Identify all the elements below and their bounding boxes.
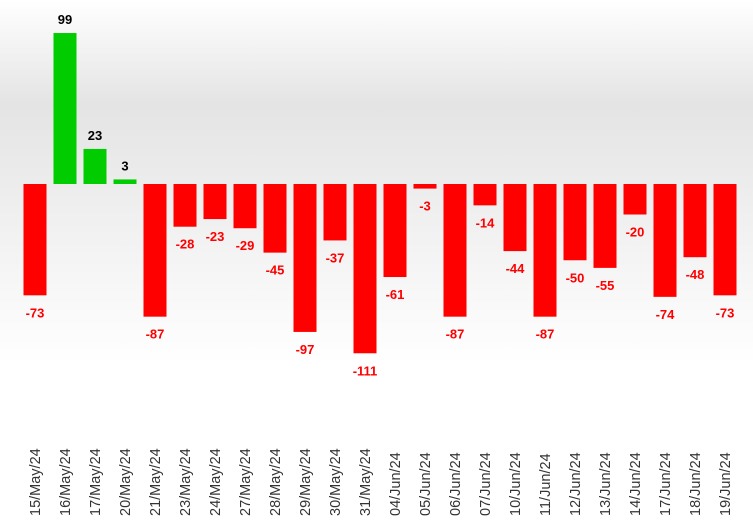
- data-label: -111: [353, 363, 378, 378]
- x-tick-label: 12/Jun/24: [568, 452, 584, 516]
- x-tick-label: 29/May/24: [298, 448, 314, 516]
- data-label: -87: [146, 327, 165, 342]
- bar: [173, 184, 197, 227]
- bar: [323, 184, 347, 241]
- x-tick-label: 15/May/24: [28, 448, 44, 516]
- x-tick-label: 10/Jun/24: [508, 452, 524, 516]
- data-label: -87: [536, 327, 555, 342]
- bar: [473, 184, 497, 206]
- bar: [233, 184, 257, 229]
- x-tick-label: 27/May/24: [238, 448, 254, 516]
- bar: [533, 184, 557, 317]
- x-tick-label: 19/Jun/24: [718, 452, 734, 516]
- data-label: -37: [326, 250, 345, 265]
- data-label: -50: [566, 270, 585, 285]
- x-tick-label: 13/Jun/24: [598, 452, 614, 516]
- data-label: -73: [26, 305, 45, 320]
- bar: [383, 184, 407, 278]
- data-label: 99: [58, 12, 72, 27]
- x-tick-label: 30/May/24: [328, 448, 344, 516]
- x-tick-label: 06/Jun/24: [448, 452, 464, 516]
- x-tick-label: 16/May/24: [58, 448, 74, 516]
- data-label: -14: [476, 215, 496, 230]
- data-label: -61: [386, 287, 405, 302]
- bar: [83, 148, 107, 184]
- bar: [203, 184, 227, 220]
- data-label: -48: [686, 267, 705, 282]
- x-tick-label: 24/May/24: [208, 448, 224, 516]
- bar: [353, 184, 377, 354]
- data-label: 23: [88, 128, 102, 143]
- data-label: -73: [716, 305, 735, 320]
- data-label: -20: [626, 225, 645, 240]
- bar: [143, 184, 167, 317]
- x-tick-label: 28/May/24: [268, 448, 284, 516]
- bar: [563, 184, 587, 261]
- bar: [653, 184, 677, 297]
- data-label: -74: [656, 307, 676, 322]
- bar: [683, 184, 707, 258]
- bar: [623, 184, 647, 215]
- data-label: 3: [121, 158, 128, 173]
- data-label: -45: [266, 263, 285, 278]
- x-tick-label: 11/Jun/24: [538, 453, 554, 516]
- bar: [503, 184, 527, 252]
- data-label: -87: [446, 327, 465, 342]
- bar: [713, 184, 737, 296]
- bar: [443, 184, 467, 317]
- data-label: -3: [419, 199, 431, 214]
- x-tick-label: 17/May/24: [88, 448, 104, 516]
- bar: [53, 33, 77, 185]
- x-tick-label: 04/Jun/24: [388, 452, 404, 516]
- x-tick-label: 23/May/24: [178, 448, 194, 516]
- x-tick-label: 21/May/24: [148, 448, 164, 516]
- bar: [113, 179, 137, 184]
- data-label: -29: [236, 238, 255, 253]
- data-label: -28: [176, 237, 195, 252]
- x-tick-label: 18/Jun/24: [688, 452, 704, 516]
- bar: [23, 184, 47, 296]
- bar: [413, 184, 437, 189]
- bar: [593, 184, 617, 268]
- x-tick-label: 31/May/24: [358, 448, 374, 516]
- x-tick-label: 20/May/24: [118, 448, 134, 516]
- data-label: -44: [506, 261, 526, 276]
- x-tick-label: 05/Jun/24: [418, 452, 434, 516]
- data-label: -23: [206, 229, 225, 244]
- data-label: -97: [296, 342, 315, 357]
- bar: [293, 184, 317, 332]
- bar: [263, 184, 287, 253]
- x-tick-label: 14/Jun/24: [628, 452, 644, 516]
- x-tick-label: 07/Jun/24: [478, 452, 494, 516]
- plot-area: -73 15/May/24 99 16/May/24 23 17/May/24 3 20/Ma…: [23, 12, 737, 516]
- x-tick-label: 17/Jun/24: [658, 452, 674, 516]
- data-label: -55: [596, 278, 615, 293]
